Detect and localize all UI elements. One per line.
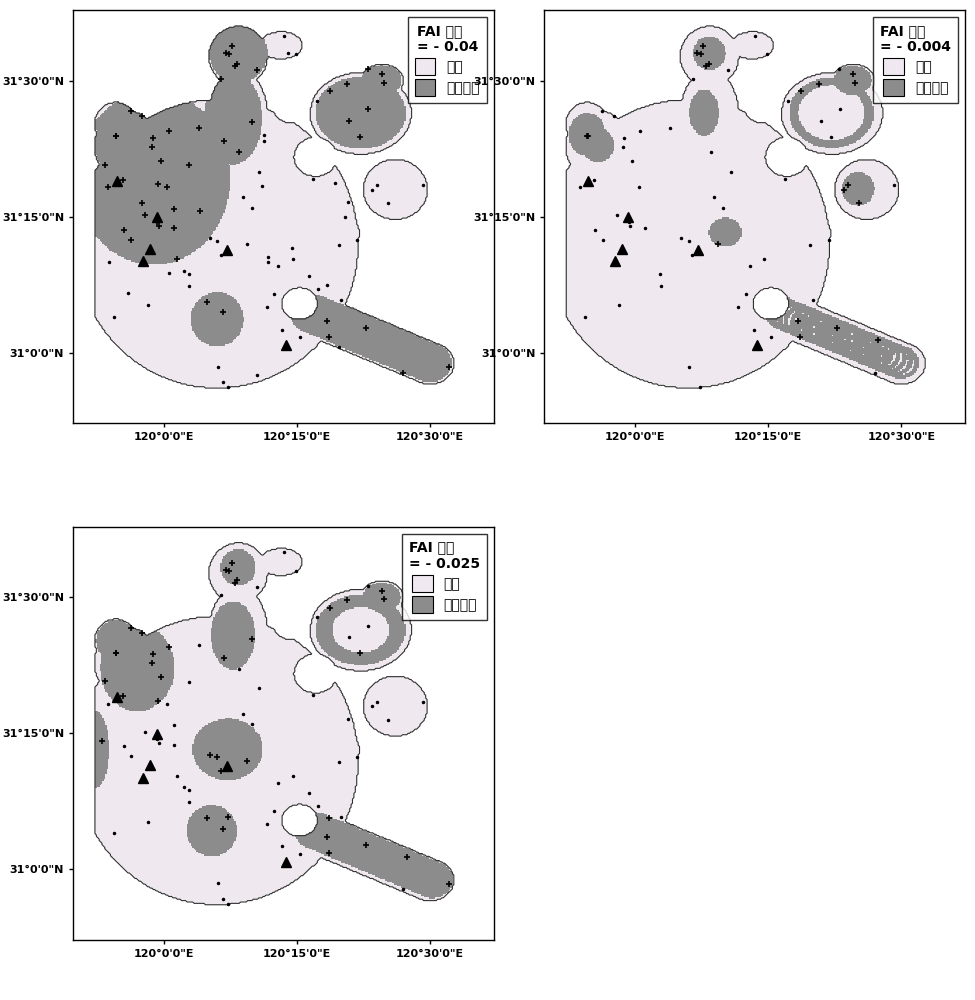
Legend: 水域, 水生植被: 水域, 水生植被 — [402, 534, 487, 620]
Legend: 水域, 水生植被: 水域, 水生植被 — [408, 17, 487, 103]
Legend: 水域, 水生植被: 水域, 水生植被 — [874, 17, 958, 103]
